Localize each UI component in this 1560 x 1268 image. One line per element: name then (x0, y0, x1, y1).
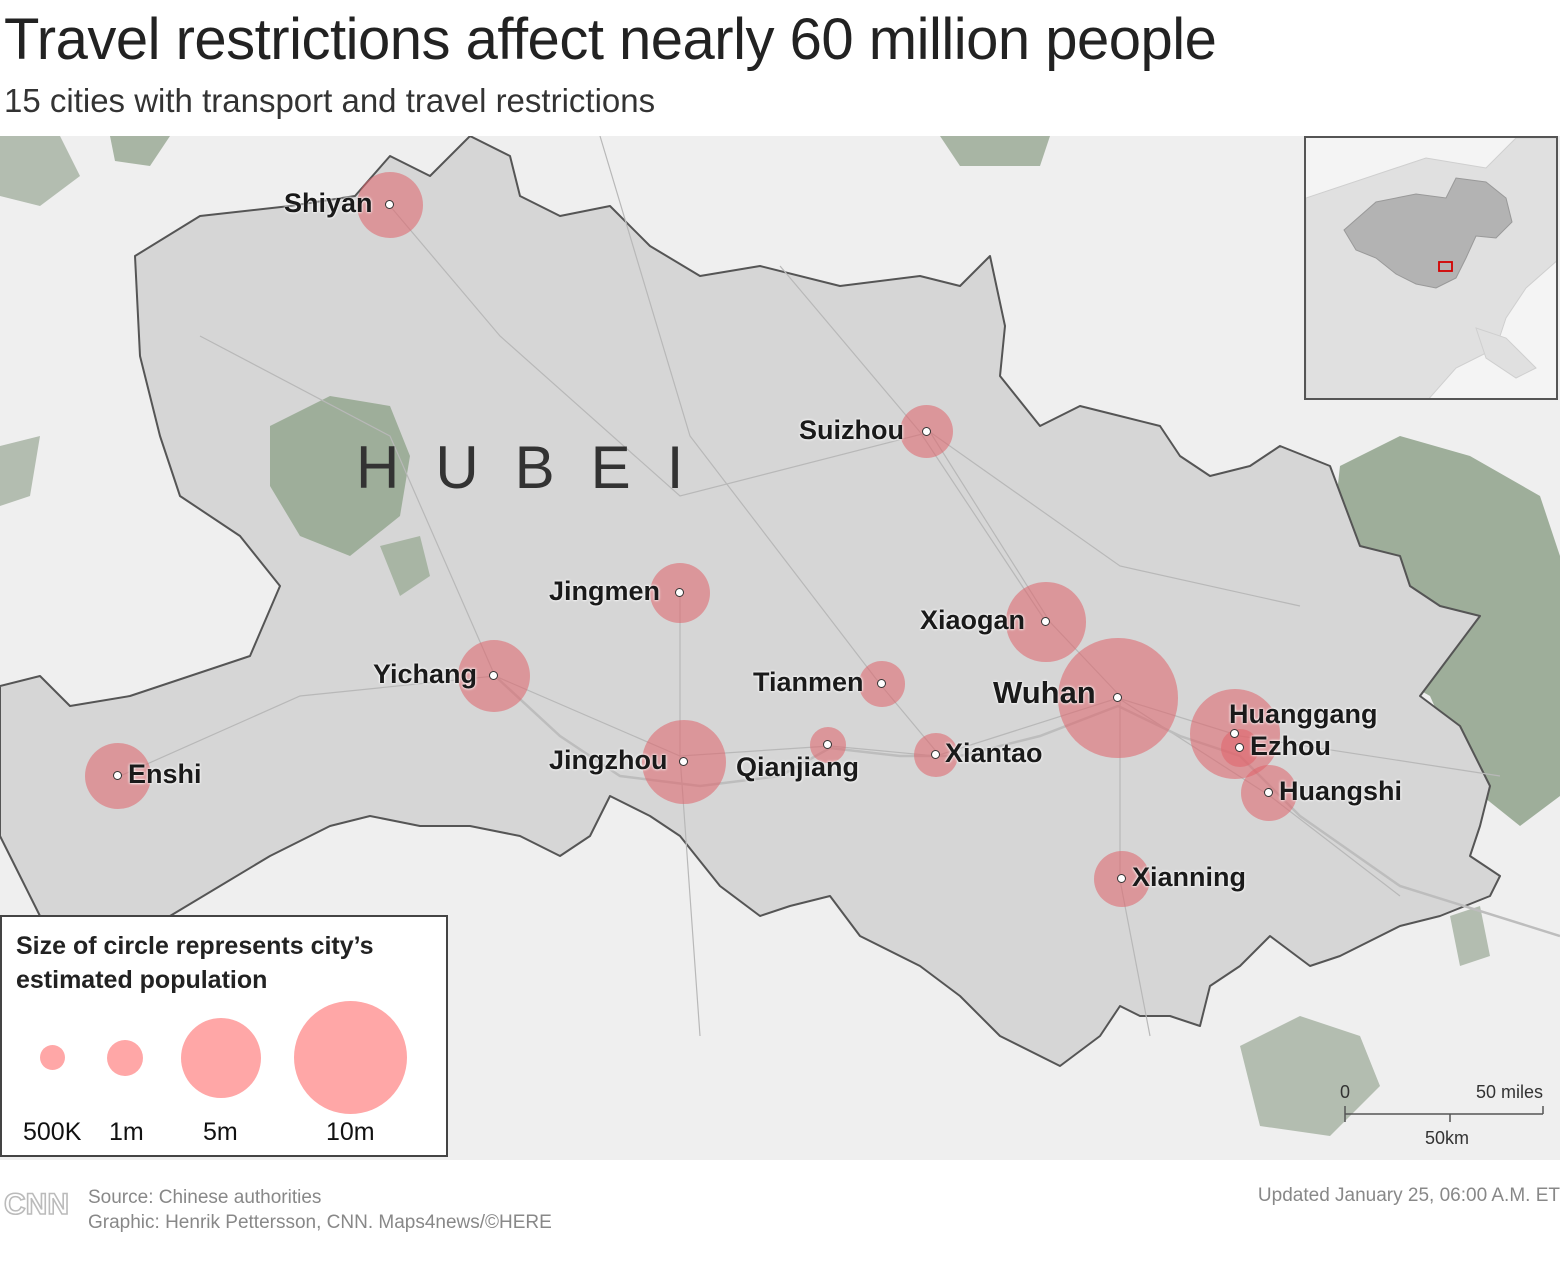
city-label-suizhou: Suizhou (799, 415, 904, 445)
map-area: HUBEI Shiyan Suizhou Jingmen Xiaogan Yichang… (0, 136, 1560, 1160)
city-dot-suizhou (922, 427, 931, 436)
inset-china (1343, 177, 1513, 289)
city-dot-xianning (1117, 874, 1126, 883)
city-label-xiaogan: Xiaogan (920, 605, 1026, 635)
city-label-tianmen: Tianmen (753, 667, 864, 697)
chart-title: Travel restrictions affect nearly 60 mil… (4, 7, 1217, 72)
forest-patch (940, 136, 1050, 166)
city-dot-wuhan (1113, 693, 1122, 702)
legend-label-500k: 500K (23, 1118, 82, 1146)
city-label-huangshi: Huangshi (1279, 776, 1403, 806)
region-label: HUBEI (356, 434, 720, 501)
city-label-ezhou: Ezhou (1250, 731, 1331, 761)
city-label-wuhan: Wuhan (993, 675, 1096, 710)
legend-label-1m: 1m (109, 1118, 144, 1146)
city-dot-tianmen (877, 679, 886, 688)
city-dot-jingzhou (679, 757, 688, 766)
legend-title: Size of circle represents city’s estimat… (16, 932, 374, 994)
city-label-jingzhou: Jingzhou (549, 745, 668, 775)
city-label-yichang: Yichang (373, 659, 478, 689)
city-label-xianning: Xianning (1132, 862, 1246, 892)
inset-locator-map (1304, 136, 1558, 400)
svg-text:CNN: CNN (4, 1188, 68, 1220)
cnn-logo: CNN (4, 1187, 68, 1220)
inset-islands (1475, 327, 1537, 379)
legend-circle-1m (107, 1040, 143, 1076)
footer-source: Source: Chinese authorities (88, 1187, 322, 1208)
city-dot-qianjiang (823, 740, 832, 749)
city-dot-enshi (113, 771, 122, 780)
population-legend: Size of circle represents city’s estimat… (0, 915, 448, 1157)
forest-patch (110, 136, 170, 166)
legend-circle-500k (40, 1045, 65, 1070)
forest-patch (0, 136, 80, 206)
city-dot-yichang (489, 671, 498, 680)
scale-bar: 0 50 miles 50km (1338, 1080, 1558, 1150)
scale-miles: 50 miles (1476, 1082, 1544, 1102)
city-label-shiyan: Shiyan (284, 188, 373, 218)
forest-patch (270, 396, 410, 556)
scale-zero: 0 (1340, 1082, 1351, 1102)
city-dot-huanggang (1230, 729, 1239, 738)
legend-label-5m: 5m (203, 1118, 238, 1146)
city-dot-shiyan (385, 200, 394, 209)
city-dot-xiaogan (1041, 617, 1050, 626)
city-dot-xiantao (931, 750, 940, 759)
scale-km: 50km (1425, 1128, 1470, 1148)
inset-hubei-marker (1438, 261, 1453, 272)
footer-credit: Graphic: Henrik Pettersson, CNN. Maps4ne… (88, 1212, 552, 1233)
forest-patch (0, 436, 40, 506)
legend-circle-10m (294, 1001, 407, 1114)
city-label-enshi: Enshi (128, 759, 202, 789)
chart-subtitle: 15 cities with transport and travel rest… (4, 82, 656, 119)
forest-patch (380, 536, 430, 596)
city-dot-jingmen (675, 588, 684, 597)
city-label-jingmen: Jingmen (549, 576, 661, 606)
city-dot-ezhou (1235, 743, 1244, 752)
city-label-huanggang: Huanggang (1229, 699, 1378, 729)
legend-label-10m: 10m (326, 1118, 375, 1146)
scale-line (1344, 1106, 1544, 1122)
footer-updated: Updated January 25, 06:00 A.M. ET (1257, 1185, 1560, 1206)
inset-svg (1306, 138, 1556, 398)
city-dot-huangshi (1264, 788, 1273, 797)
footer-credits: Source: Chinese authorities Graphic: Hen… (88, 1185, 552, 1235)
forest-patch (1450, 906, 1490, 966)
city-label-qianjiang: Qianjiang (736, 752, 860, 782)
city-label-xiantao: Xiantao (945, 738, 1043, 768)
legend-circle-5m (181, 1018, 261, 1098)
